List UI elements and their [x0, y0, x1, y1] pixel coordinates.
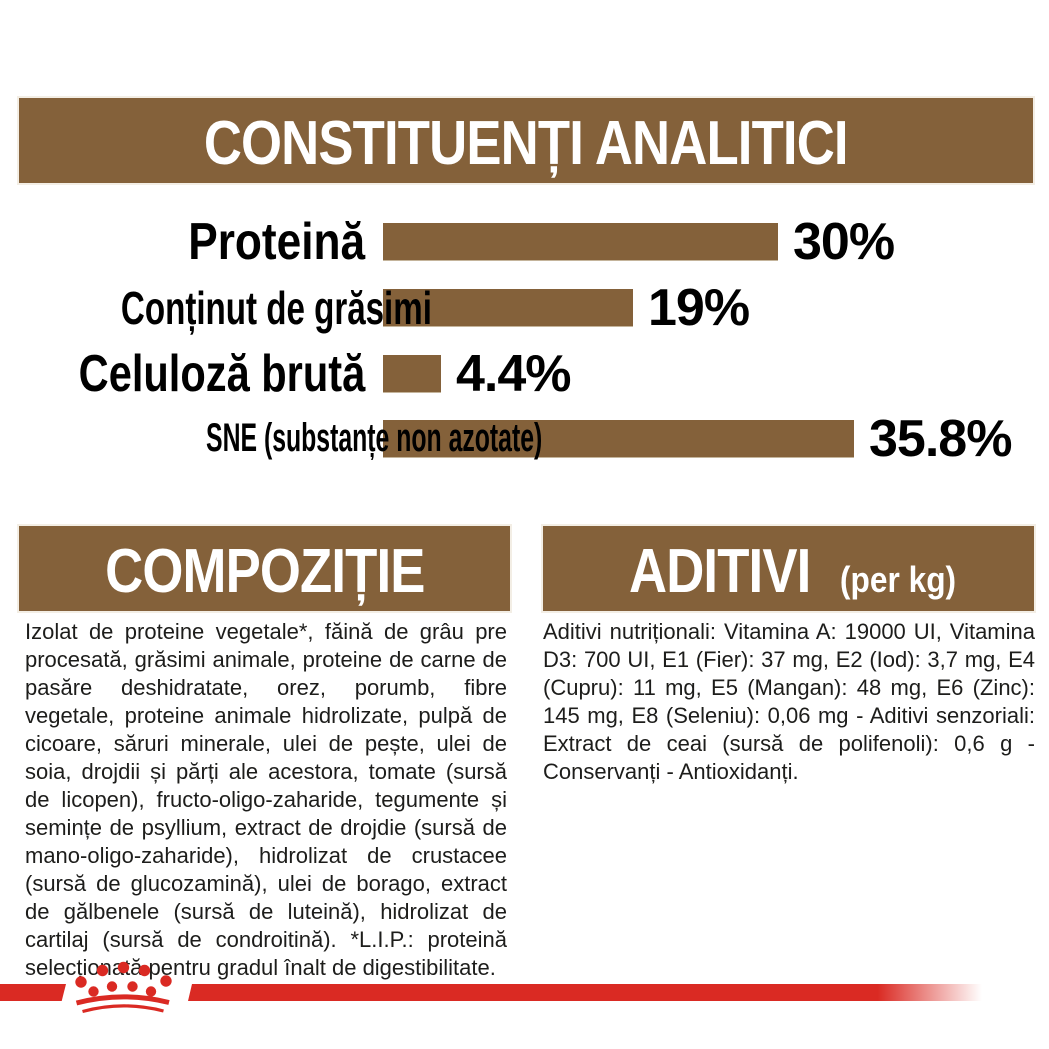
chart-label-protein: Proteină [188, 212, 365, 271]
chart-row-protein: Proteină 30% [0, 213, 1049, 271]
chart-row-nfe: SNE (substanțe non azotate) 35.8% [0, 410, 1049, 468]
bar [383, 354, 441, 393]
composition-banner: COMPOZIȚIE [19, 526, 510, 611]
composition-paragraph: Izolat de proteine vegetale*, făină de g… [25, 618, 507, 982]
analytical-constituents-title: CONSTITUENȚI ANALITICI [204, 109, 849, 178]
chart-value-fibre: 4.4% [456, 344, 572, 403]
composition-body: Izolat de proteine vegetale*, făină de g… [25, 619, 507, 952]
chart-label-fibre: Celuloză brută [78, 344, 365, 403]
composition-title: COMPOZIȚIE [104, 537, 425, 606]
additives-title: ADITIVI [628, 537, 811, 606]
bar [383, 222, 778, 261]
chart-value-protein: 30% [793, 212, 895, 271]
bar [383, 288, 633, 327]
bar [383, 419, 854, 458]
chart-value-fat: 19% [648, 278, 750, 337]
chart-row-fibre: Celuloză brută 4.4% [0, 345, 1049, 403]
chart-value-nfe: 35.8% [869, 409, 1012, 468]
royal-canin-crown-icon [75, 961, 172, 1014]
additives-unit-label: (per kg) [840, 558, 957, 600]
red-band-left [0, 984, 66, 1001]
chart-label-fat: Conținut de grăsimi [120, 281, 432, 334]
additives-banner: ADITIVI (per kg) [543, 526, 1034, 611]
additives-paragraph: Aditivi nutriționali: Vitamina A: 19000 … [543, 618, 1035, 786]
chart-row-fat: Conținut de grăsimi 19% [0, 279, 1049, 337]
analytical-constituents-banner: CONSTITUENȚI ANALITICI [19, 98, 1033, 183]
chart-label-nfe: SNE (substanțe non azotate) [206, 416, 543, 460]
red-band-right [188, 984, 990, 1001]
additives-body: Aditivi nutriționali: Vitamina A: 19000 … [543, 619, 1035, 784]
